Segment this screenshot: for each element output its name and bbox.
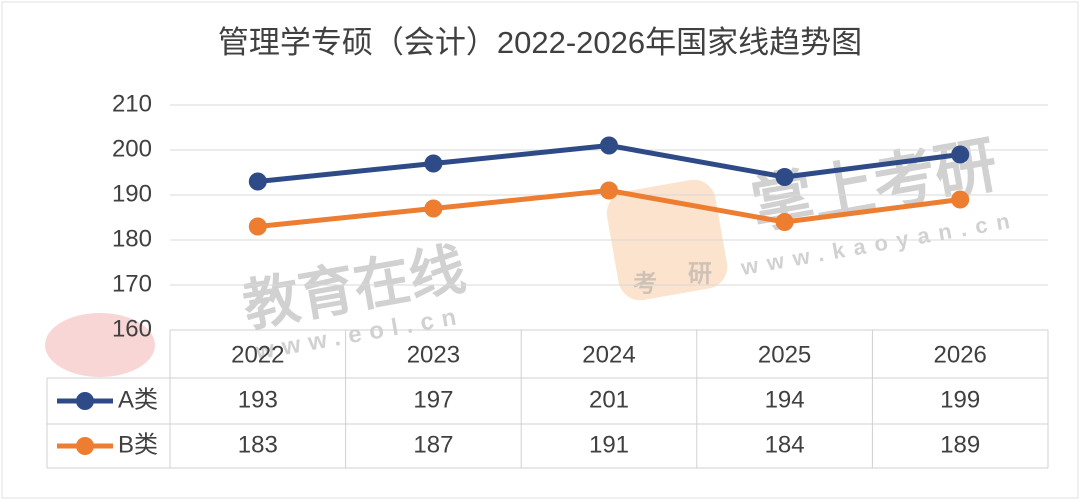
- chart-title: 管理学专硕（会计）2022-2026年国家线趋势图: [218, 25, 862, 60]
- x-tick-label: 2023: [407, 341, 460, 368]
- data-point: [424, 199, 443, 218]
- table-value: 201: [589, 386, 629, 413]
- data-point: [248, 172, 267, 191]
- y-tick-label: 190: [112, 180, 152, 207]
- table-value: 199: [940, 386, 980, 413]
- y-tick-label: 210: [112, 90, 152, 117]
- data-point: [951, 145, 970, 164]
- legend-label: B类: [118, 431, 158, 458]
- legend-marker: [76, 437, 94, 455]
- table-value: 184: [765, 431, 805, 458]
- table-value: 183: [238, 431, 278, 458]
- data-point: [600, 181, 618, 200]
- legend-marker: [76, 392, 94, 410]
- data-point: [424, 154, 443, 173]
- table-value: 197: [413, 386, 453, 413]
- table-value: 187: [413, 431, 453, 458]
- y-tick-label: 200: [112, 135, 152, 162]
- data-point: [775, 213, 794, 231]
- x-tick-label: 2022: [231, 341, 284, 368]
- table-value: 191: [589, 431, 629, 458]
- data-point: [951, 190, 970, 209]
- table-value: 193: [238, 386, 278, 413]
- data-point: [600, 136, 618, 155]
- legend-label: A类: [118, 386, 158, 413]
- x-tick-label: 2024: [582, 341, 635, 368]
- x-tick-label: 2025: [758, 341, 811, 368]
- y-tick-label: 180: [112, 225, 152, 252]
- y-tick-label: 160: [112, 315, 152, 342]
- watermark-text: 研: [688, 260, 712, 287]
- table-value: 189: [940, 431, 980, 458]
- y-tick-label: 170: [112, 270, 152, 297]
- data-point: [248, 217, 267, 236]
- table-value: 194: [765, 386, 805, 413]
- x-tick-label: 2026: [934, 341, 987, 368]
- data-point: [775, 168, 794, 186]
- watermark-logo: [45, 313, 155, 377]
- watermark-text: 考: [633, 270, 657, 297]
